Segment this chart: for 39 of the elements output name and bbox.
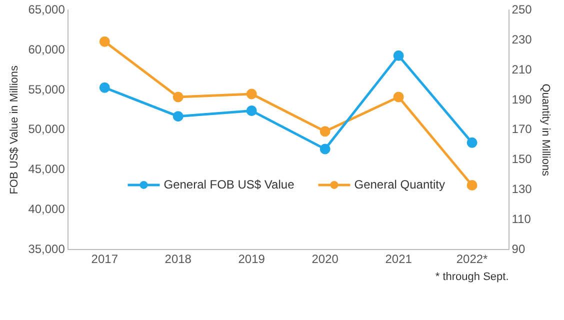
point — [246, 88, 257, 100]
x-tick-label: 2020 — [312, 252, 339, 266]
point — [320, 126, 330, 137]
point — [172, 111, 184, 122]
y2-tick-label: 150 — [512, 152, 532, 166]
y2-tick-label: 210 — [512, 62, 532, 76]
text: * through Sept. — [435, 271, 509, 284]
point — [393, 92, 404, 102]
point — [99, 82, 110, 93]
point — [172, 92, 184, 102]
y-axis-title: FOB US$ Value in Millions — [8, 65, 21, 194]
y2-axis-title: Quantity in Millions — [539, 84, 552, 177]
y-tick-label: 35,000 — [28, 242, 66, 256]
y-tick-label: 55,000 — [28, 82, 66, 96]
y2-tick-label: 170 — [512, 122, 532, 136]
y2-tick-label: 190 — [512, 92, 532, 106]
x-tick-label: 2018 — [164, 252, 192, 266]
y2-tick-label: 230 — [512, 32, 532, 46]
legend-label: General FOB US$ Value — [164, 177, 295, 192]
y2-tick-label: 250 — [512, 2, 532, 17]
x-tick-label: 2021 — [385, 252, 412, 266]
y-tick-label: 60,000 — [28, 42, 66, 56]
x-tick-label: 2019 — [238, 252, 266, 266]
legend-label: General Quantity — [354, 177, 445, 192]
point — [99, 36, 110, 47]
y-tick-label: 45,000 — [28, 162, 66, 176]
y-tick-label: 40,000 — [28, 202, 66, 216]
y2-tick-label: 110 — [512, 212, 532, 226]
y-tick-label: 65,000 — [28, 2, 66, 17]
point — [246, 106, 257, 116]
y2-tick-label: 90 — [512, 242, 526, 256]
point — [466, 137, 478, 148]
point — [393, 50, 404, 61]
point — [466, 180, 478, 191]
y-tick-label: 50,000 — [28, 122, 66, 136]
point — [320, 144, 330, 154]
x-tick-label: 2022* — [456, 252, 488, 266]
x-tick-label: 2017 — [91, 252, 118, 266]
y2-tick-label: 130 — [512, 182, 532, 196]
